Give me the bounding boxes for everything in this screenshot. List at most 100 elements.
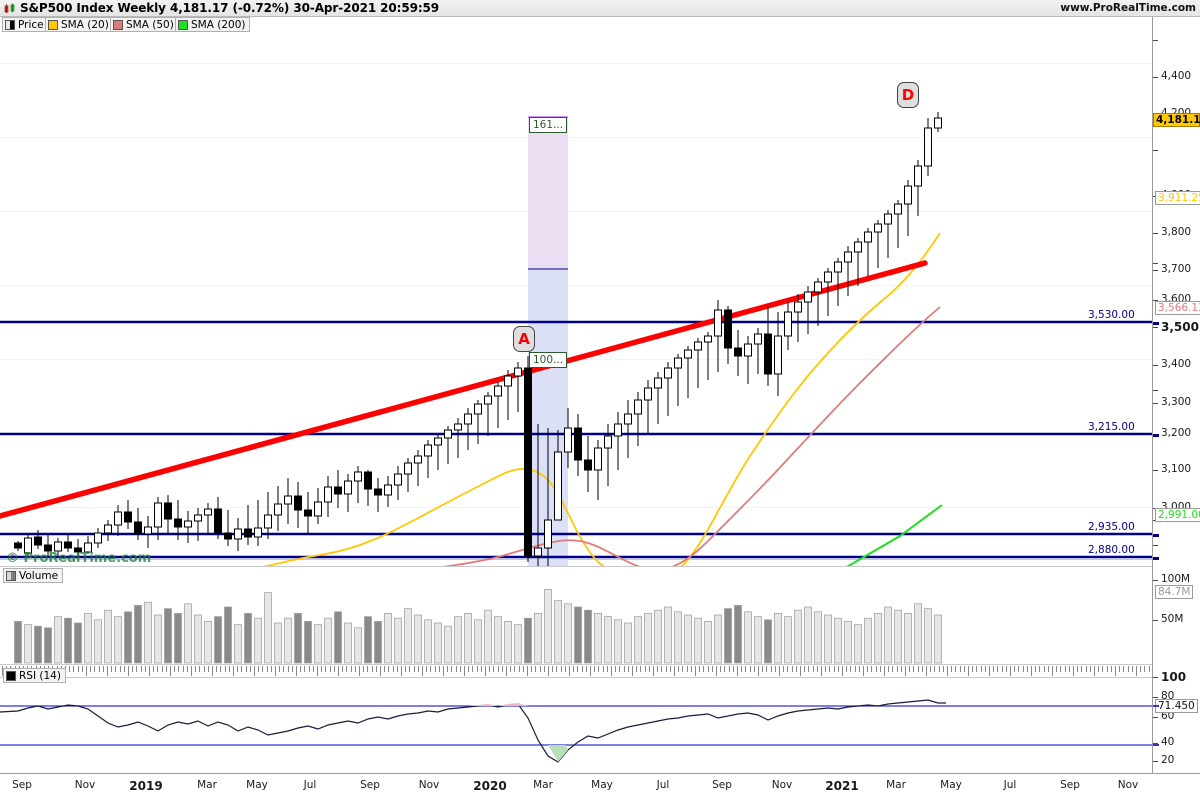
rsi-tick-40: 40 — [1161, 736, 1175, 748]
legend-item-sma50[interactable]: SMA (50) — [110, 17, 179, 32]
date-tick-Jul: Jul — [1003, 779, 1017, 791]
sma20-value: 3,911.25 — [1155, 191, 1200, 205]
date-tick-Jul: Jul — [303, 779, 317, 791]
volume-chart-panel[interactable] — [0, 566, 1152, 665]
level-3530-label: 3,530.00 — [1088, 309, 1135, 321]
sma50-swatch-icon — [113, 19, 123, 30]
price-tick-3300: 3,300 — [1161, 396, 1192, 408]
volume-legend[interactable]: Volume — [3, 568, 64, 583]
price-tick-mark — [1153, 150, 1158, 151]
rsi-chart-panel[interactable] — [0, 677, 1152, 773]
price-tick-3500: 3,500 — [1161, 320, 1199, 334]
date-tick-Nov: Nov — [1117, 779, 1139, 791]
rsi-tick-strip — [0, 666, 1152, 676]
date-tick-Nov: Nov — [74, 779, 96, 791]
rsi-swatch-icon — [6, 670, 16, 681]
volume-swatch-icon — [6, 570, 16, 581]
volume-plot — [14, 589, 942, 664]
rsi-level-mark — [1153, 744, 1159, 746]
price-tick-mark — [1153, 270, 1158, 271]
sma200-swatch-icon — [178, 19, 188, 30]
rsi-tick-mark — [1153, 761, 1158, 762]
rsi-tick-mark — [1153, 677, 1158, 678]
legend-label-sma20: SMA (20) — [61, 18, 109, 31]
rsi-legend-label: RSI (14) — [19, 669, 61, 682]
date-tick-Nov: Nov — [771, 779, 793, 791]
legend-item-sma200[interactable]: SMA (200) — [175, 17, 251, 32]
window-title: S&P500 Index Weekly 4,181.17 (-0.72%) 30… — [20, 1, 440, 15]
rsi-legend[interactable]: RSI (14) — [3, 668, 66, 683]
price-tick-mark — [1153, 40, 1158, 41]
date-tick-Jul: Jul — [656, 779, 670, 791]
rsi-value: 71.450 — [1155, 699, 1198, 713]
price-tick-mark — [1153, 470, 1158, 471]
price-tick-3800: 3,800 — [1161, 226, 1192, 238]
price-tick-3100: 3,100 — [1161, 463, 1192, 475]
rsi-plot — [0, 699, 1152, 763]
price-tick-mark — [1153, 403, 1158, 404]
node-d[interactable]: D — [897, 82, 919, 108]
price-tick-3200: 3,200 — [1161, 427, 1192, 439]
date-tick-Sep: Sep — [1060, 779, 1080, 791]
price-tick-mark — [1153, 327, 1158, 328]
legend-label-sma50: SMA (50) — [126, 18, 174, 31]
price-level-mark — [1153, 534, 1159, 537]
date-tick-Mar: Mar — [197, 779, 217, 791]
level-3215-label: 3,215.00 — [1088, 421, 1135, 433]
watermark-text: © ProRealTime.com — [6, 551, 152, 566]
rsi-tick-100: 100 — [1161, 670, 1187, 684]
rsi-tick-mark — [1153, 697, 1158, 698]
rsi-level-mark — [1153, 705, 1159, 707]
rsi-tick-mark — [1153, 743, 1158, 744]
level-2880-label: 2,880.00 — [1088, 544, 1135, 556]
price-chart-panel[interactable]: © ProRealTime.com — [0, 33, 1152, 586]
price-axis[interactable]: 4,4004,2004,0003,8003,7003,6003,5003,400… — [1152, 17, 1200, 773]
legend-item-price[interactable]: Price — [2, 17, 49, 32]
price-tick-mark — [1153, 263, 1158, 264]
brand-url: www.ProRealTime.com — [1060, 2, 1196, 14]
date-tick-Nov: Nov — [418, 779, 440, 791]
date-tick-2019: 2019 — [129, 779, 163, 793]
price-tick-4400: 4,400 — [1161, 70, 1192, 82]
volume-tick-100M: 100M — [1161, 573, 1191, 585]
price-level-mark — [1153, 557, 1159, 560]
date-tick-Sep: Sep — [360, 779, 380, 791]
level-2935-label: 2,935.00 — [1088, 521, 1135, 533]
price-tick-mark — [1153, 545, 1158, 546]
chart-app-icon — [4, 3, 15, 13]
date-tick-May: May — [246, 779, 268, 791]
price-tick-mark — [1153, 390, 1158, 391]
volume-tick-50M: 50M — [1161, 613, 1184, 625]
legend-label-sma200: SMA (200) — [191, 18, 246, 31]
rsi-tick-20: 20 — [1161, 754, 1175, 766]
rsi-tick-mark — [1153, 717, 1158, 718]
volume-tick-mark — [1153, 620, 1158, 621]
date-tick-2020: 2020 — [473, 779, 507, 793]
sma20-swatch-icon — [48, 19, 58, 30]
date-tick-Sep: Sep — [12, 779, 32, 791]
price-tick-mark — [1153, 233, 1158, 234]
fib-100[interactable]: 100... — [529, 352, 568, 368]
price-level-mark — [1153, 322, 1159, 325]
node-a[interactable]: A — [513, 326, 535, 352]
date-tick-Mar: Mar — [533, 779, 553, 791]
legend-label-price: Price — [18, 18, 44, 31]
legend-item-sma20[interactable]: SMA (20) — [45, 17, 114, 32]
fib-161[interactable]: 161... — [529, 117, 568, 133]
price-tick-mark — [1153, 365, 1158, 366]
indicator-legend: Price SMA (20) SMA (50) SMA (200) — [0, 17, 1200, 33]
date-tick-Sep: Sep — [712, 779, 732, 791]
volume-legend-label: Volume — [19, 569, 59, 582]
price-swatch-icon — [5, 19, 15, 30]
volume-tick-mark — [1153, 580, 1158, 581]
date-tick-May: May — [940, 779, 962, 791]
date-axis[interactable]: Sep Nov 2019 Mar May Jul Sep Nov 2020 Mar May Jul Se… — [0, 773, 1200, 800]
rsi-tick-60: 60 — [1161, 710, 1175, 722]
price-plot — [0, 112, 1152, 586]
volume-value: 84.7M — [1155, 585, 1194, 599]
title-bar: S&P500 Index Weekly 4,181.17 (-0.72%) 30… — [0, 0, 1200, 17]
price-tick-mark — [1153, 300, 1158, 301]
price-tick-3700: 3,700 — [1161, 263, 1192, 275]
date-tick-2021: 2021 — [825, 779, 859, 793]
